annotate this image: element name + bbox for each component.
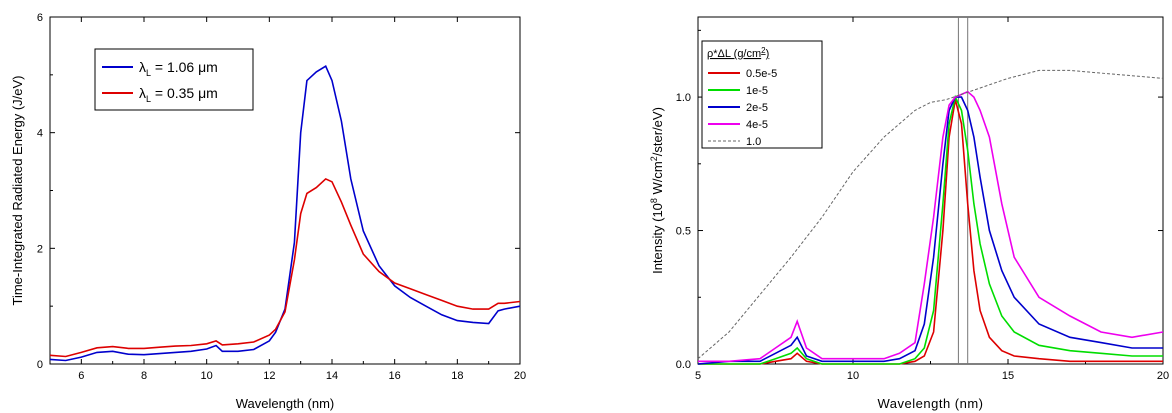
x-tick-label: 14 [326,370,338,382]
series-line-0 [698,99,1163,365]
legend-title-suffix: ) [766,48,770,60]
x-tick-label: 12 [263,370,275,382]
legend-subscript: L [146,68,151,78]
legend-label-0: 0.5e-5 [746,68,777,80]
series-line-3 [698,90,1164,363]
x-tick-label: 10 [847,370,859,382]
legend-label-3: 4e-5 [746,119,768,131]
legend-box [701,40,823,149]
legend-title-sup: 2 [761,46,766,55]
legend-label-0: λL = 1.06 μm [139,59,218,78]
y-axis-label: Intensity (108 W/cm2/ster/eV) [649,107,665,274]
left-chart: 6 8 10 12 14 16 18 20 0 2 4 6 Wavelength (nm) Time-In… [10,12,526,411]
x-tick-label: 5 [695,370,701,382]
x-tick-label: 10 [201,370,213,382]
y-label-prefix: Intensity (10 [650,203,665,274]
y-label-mid: W/cm [650,161,665,198]
x-tick-label: 8 [141,370,147,382]
right-chart: 5 10 15 20 0.0 0.5 1.0 Wavelength (nm) Intensity… [649,16,1169,411]
x-tick-label: 6 [78,370,84,382]
y-axis-label: Time-Integrated Radiated Energy (J/eV) [10,75,25,305]
legend-value: = 0.35 μm [151,85,218,101]
series-line-0 [49,65,521,362]
y-tick-label: 0.0 [676,359,691,371]
x-tick-label: 15 [1002,370,1014,382]
x-tick-label: 20 [1157,370,1169,382]
y-tick-label: 0.5 [676,226,691,238]
legend-label-2: 2e-5 [746,102,768,114]
legend-lambda: λ [139,85,146,101]
series-line-1 [698,94,1163,365]
series-line-2 [697,96,1163,365]
y-tick-label: 0 [37,359,43,371]
series-line-4 [697,69,1164,360]
x-axis-label: Wavelength (nm) [878,396,984,411]
legend-label-1: λL = 0.35 μm [139,85,218,104]
y-label-sup: 8 [649,198,659,203]
y-tick-label: 6 [37,12,43,24]
legend-label-4: 1.0 [746,136,761,148]
x-tick-label: 20 [514,370,526,382]
y-label-sup: 2 [649,156,659,161]
legend-subscript: L [146,94,151,104]
legend-label-1: 1e-5 [746,85,768,97]
legend-lambda: λ [139,59,146,75]
legend-title-prefix: ρ*ΔL (g/cm [707,48,761,60]
y-tick-label: 4 [37,128,43,140]
x-tick-label: 18 [451,370,463,382]
y-tick-label: 2 [37,243,43,255]
x-tick-label: 16 [389,370,401,382]
legend-box [94,48,254,111]
y-tick-label: 1.0 [676,92,691,104]
series-line-1 [49,177,521,358]
x-axis-label: Wavelength (nm) [236,396,335,411]
y-label-suffix: /ster/eV) [650,107,665,156]
legend-title: ρ*ΔL (g/cm2) [707,46,769,60]
legend-value: = 1.06 μm [151,59,218,75]
